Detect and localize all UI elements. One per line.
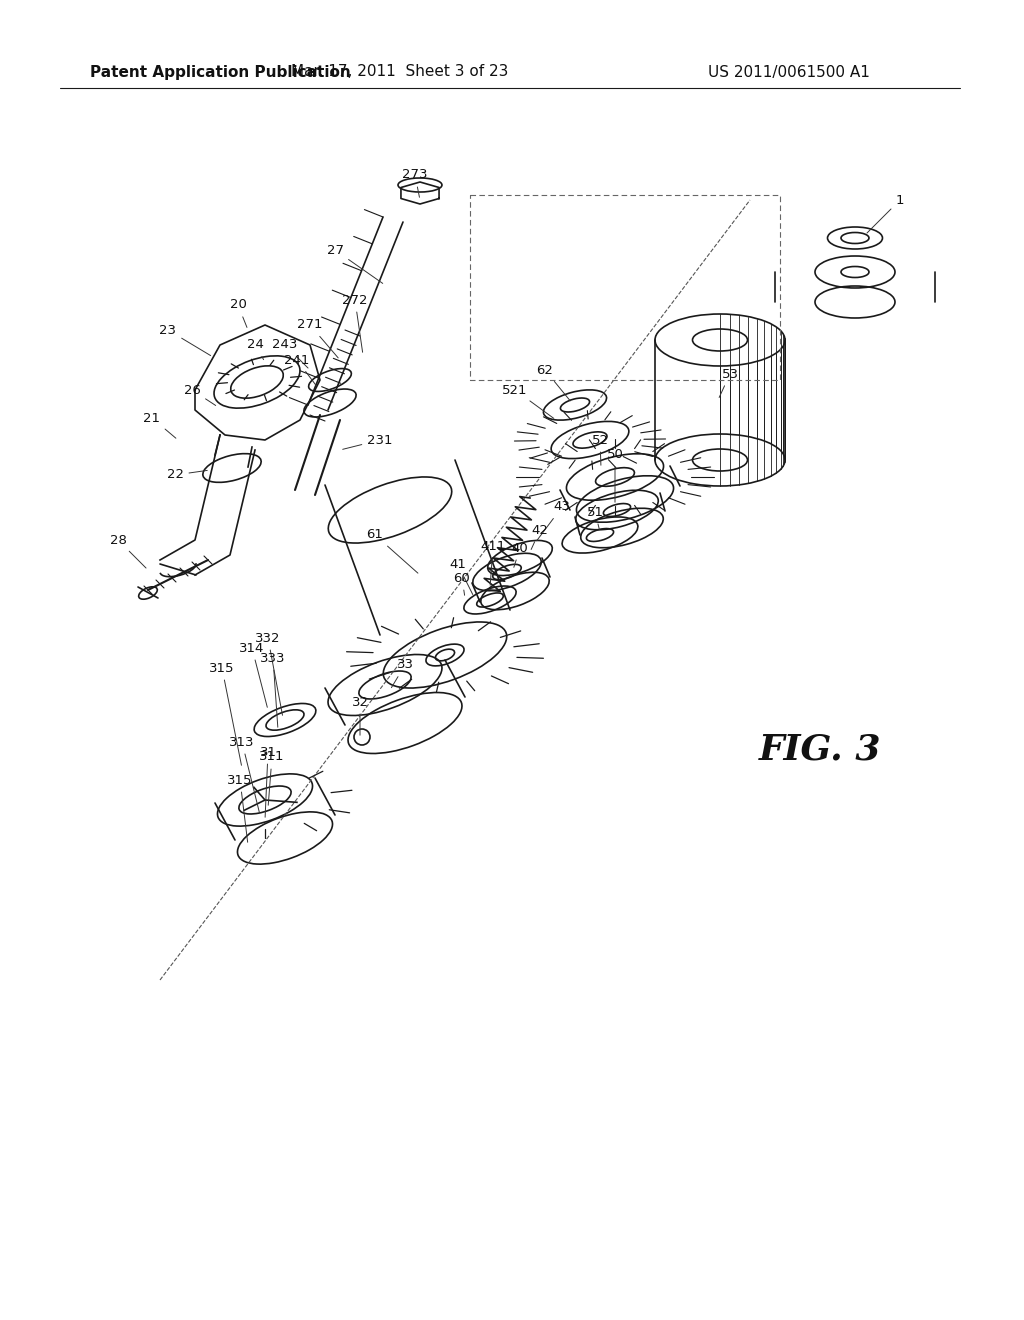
Text: 28: 28 (110, 533, 146, 568)
Text: 241: 241 (285, 354, 316, 385)
Text: 273: 273 (402, 169, 428, 197)
Text: 61: 61 (367, 528, 418, 573)
Text: 313: 313 (229, 735, 259, 812)
Text: 53: 53 (719, 367, 738, 397)
Text: 41: 41 (450, 558, 473, 594)
Text: 23: 23 (160, 323, 211, 355)
Text: US 2011/0061500 A1: US 2011/0061500 A1 (709, 65, 870, 79)
Text: 315: 315 (227, 774, 253, 842)
Text: 333: 333 (260, 652, 286, 727)
Text: 51: 51 (587, 506, 603, 529)
Text: 21: 21 (143, 412, 176, 438)
Text: 27: 27 (327, 243, 383, 284)
Text: 42: 42 (531, 524, 549, 549)
Text: 40: 40 (512, 541, 528, 568)
Text: 31: 31 (259, 746, 276, 817)
Text: 332: 332 (255, 631, 283, 715)
Text: 272: 272 (342, 293, 368, 352)
Text: 60: 60 (454, 572, 470, 595)
Text: 315: 315 (209, 661, 242, 766)
Text: 411: 411 (480, 540, 506, 585)
Text: 52: 52 (592, 433, 608, 465)
Text: 26: 26 (183, 384, 216, 405)
Text: 50: 50 (606, 449, 624, 502)
Text: 231: 231 (343, 433, 393, 449)
Text: 521: 521 (502, 384, 554, 418)
Text: 24: 24 (247, 338, 263, 359)
Text: 271: 271 (297, 318, 338, 358)
Text: 314: 314 (240, 642, 267, 708)
Text: 32: 32 (351, 696, 369, 735)
Text: FIG. 3: FIG. 3 (759, 733, 882, 767)
Text: 22: 22 (167, 469, 207, 482)
Circle shape (354, 729, 370, 744)
Text: 62: 62 (537, 363, 570, 401)
Text: Patent Application Publication: Patent Application Publication (90, 65, 351, 79)
Text: 20: 20 (229, 298, 247, 327)
Text: Mar. 17, 2011  Sheet 3 of 23: Mar. 17, 2011 Sheet 3 of 23 (291, 65, 509, 79)
Text: 1: 1 (867, 194, 904, 234)
Text: 33: 33 (391, 659, 414, 688)
Text: 243: 243 (272, 338, 308, 368)
Text: 43: 43 (537, 500, 570, 541)
Text: 311: 311 (259, 751, 285, 805)
